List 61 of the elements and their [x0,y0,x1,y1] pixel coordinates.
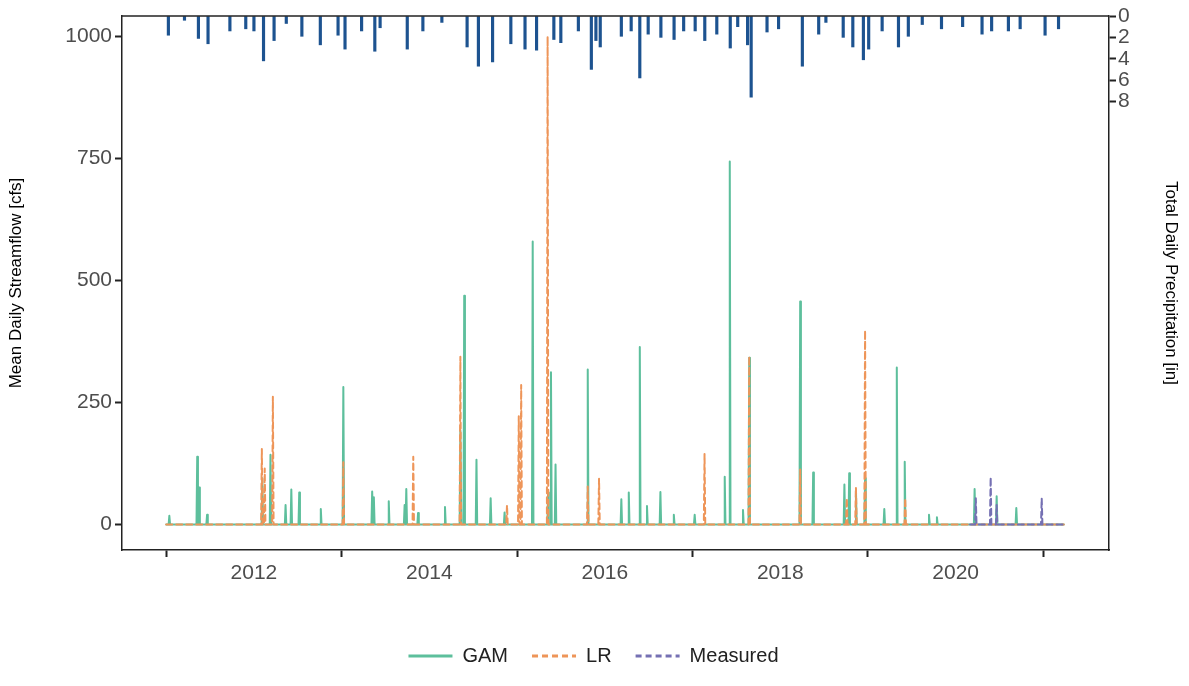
bar [800,16,804,67]
bar [405,16,409,50]
bar [703,16,707,41]
bar [867,16,871,50]
bar [465,16,469,48]
line-series [165,35,1065,526]
bar [318,16,322,46]
bar [906,16,910,37]
bar [589,16,593,70]
bar [373,16,377,52]
bar [206,16,210,45]
bar [728,16,732,49]
y-tick-label: 0 [100,511,112,535]
bar [523,16,527,50]
x-tick-label: 2016 [581,560,629,584]
bar [343,16,347,50]
bar [261,16,266,62]
bar [552,16,556,40]
x-tick-label: 2014 [406,560,454,584]
y-tick-label: 750 [76,145,112,169]
legend-label: LR [586,643,612,666]
x-tick-label: 2020 [932,560,980,584]
bar [765,16,769,33]
y2-tick-label: 2 [1118,24,1130,48]
bar [336,16,340,36]
bar [559,16,563,44]
legend-label: Measured [689,643,779,666]
bar [476,16,480,67]
x-tick-label: 2018 [756,560,804,584]
x-tick-label: 2012 [230,560,278,584]
bar [841,16,845,38]
y-tick-label: 500 [76,267,112,291]
y2-tick-label: 8 [1118,88,1130,112]
bar [252,16,256,32]
bar [509,16,513,45]
bar [851,16,855,48]
y2-tick-label: 4 [1118,45,1130,69]
y2-tick-label: 0 [1118,2,1130,26]
bar [534,16,539,51]
bar [672,16,676,40]
y2-tick-label: 6 [1118,66,1130,90]
y-tick-label: 1000 [65,23,112,47]
bar [659,16,663,38]
bar [861,16,865,61]
bar [749,16,753,98]
bar [196,16,200,39]
bar [491,16,495,63]
y-tick-label: 250 [76,389,112,413]
bar [272,16,276,41]
bar [638,16,642,79]
bar [1043,16,1047,36]
line-series [969,476,1065,526]
bar [619,16,623,37]
bar [598,16,602,48]
legend-label: GAM [462,643,509,666]
bar [166,16,170,36]
bar [896,16,901,48]
bar [980,16,984,35]
y-axis-title: Mean Daily Streamflow [cfs] [5,177,25,389]
y2-axis-title: Total Daily Precipitation [in] [1162,180,1182,386]
bar [300,16,304,37]
